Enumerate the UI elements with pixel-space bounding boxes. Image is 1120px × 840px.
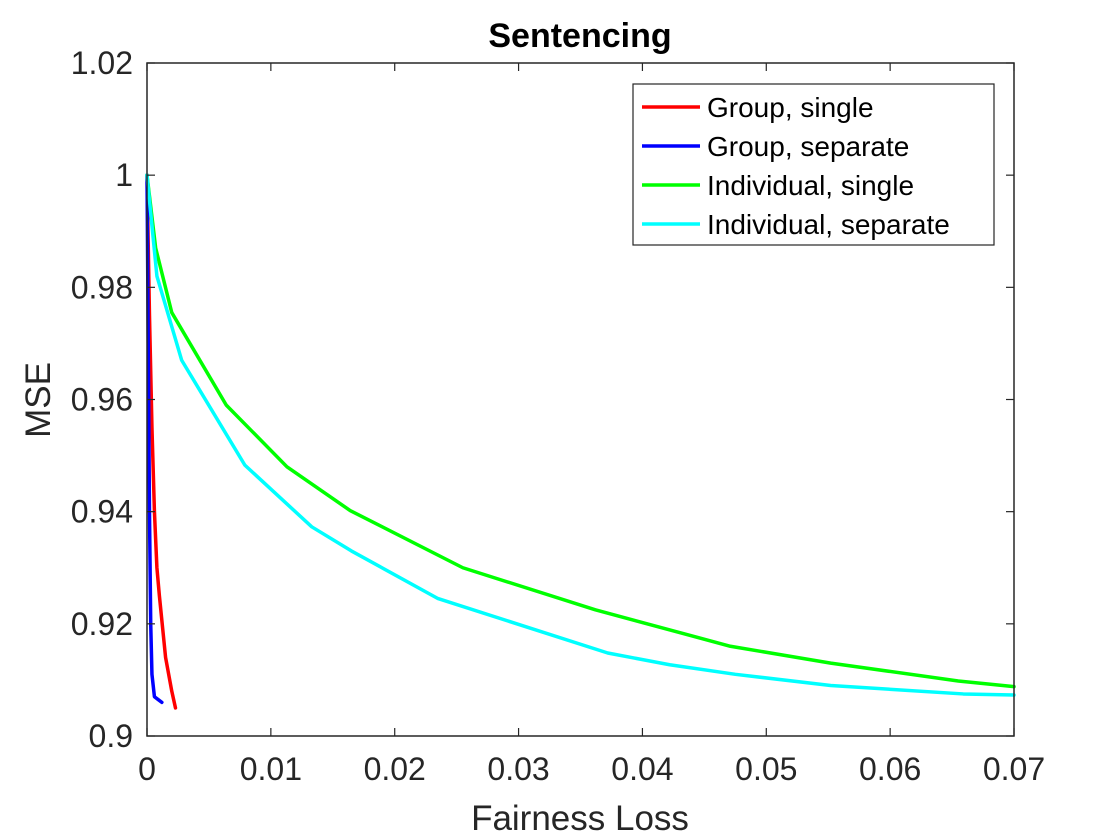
y-tick-label: 0.96	[71, 382, 133, 418]
x-tick-label: 0.07	[983, 751, 1045, 787]
legend: Group, single Group, separate Individual, …	[632, 83, 995, 246]
x-tick-label: 0.05	[735, 751, 797, 787]
series-layer	[145, 173, 1016, 710]
legend-label-3: Individual, separate	[707, 209, 950, 240]
series-line-3	[145, 173, 1016, 697]
y-tick-label: 1	[115, 157, 133, 193]
x-tick-label: 0.06	[859, 751, 921, 787]
y-tick-label: 0.98	[71, 269, 133, 305]
x-tick-label: 0.03	[487, 751, 549, 787]
x-tick-label: 0	[138, 751, 156, 787]
y-tick-label: 0.9	[89, 718, 133, 754]
legend-label-2: Individual, single	[707, 170, 914, 201]
y-tick-label: 0.94	[71, 494, 133, 530]
x-axis: 0 0.01 0.02 0.03 0.04 0.05 0.06 0.07	[138, 63, 1045, 787]
x-axis-title: Fairness Loss	[471, 799, 689, 838]
y-tick-label: 0.92	[71, 606, 133, 642]
legend-label-0: Group, single	[707, 92, 874, 123]
y-axis-title: MSE	[19, 362, 58, 438]
x-tick-label: 0.04	[611, 751, 673, 787]
series-line-2	[145, 173, 1016, 689]
legend-label-1: Group, separate	[707, 131, 909, 162]
x-tick-label: 0.01	[240, 751, 302, 787]
series-line-0	[145, 173, 178, 710]
x-tick-label: 0.02	[364, 751, 426, 787]
y-axis: 0.9 0.92 0.94 0.96 0.98 1 1.02	[71, 45, 1014, 754]
chart-title: Sentencing	[488, 17, 671, 55]
y-tick-label: 1.02	[71, 45, 133, 81]
series-line-1	[145, 173, 164, 705]
legend-box	[632, 83, 995, 246]
